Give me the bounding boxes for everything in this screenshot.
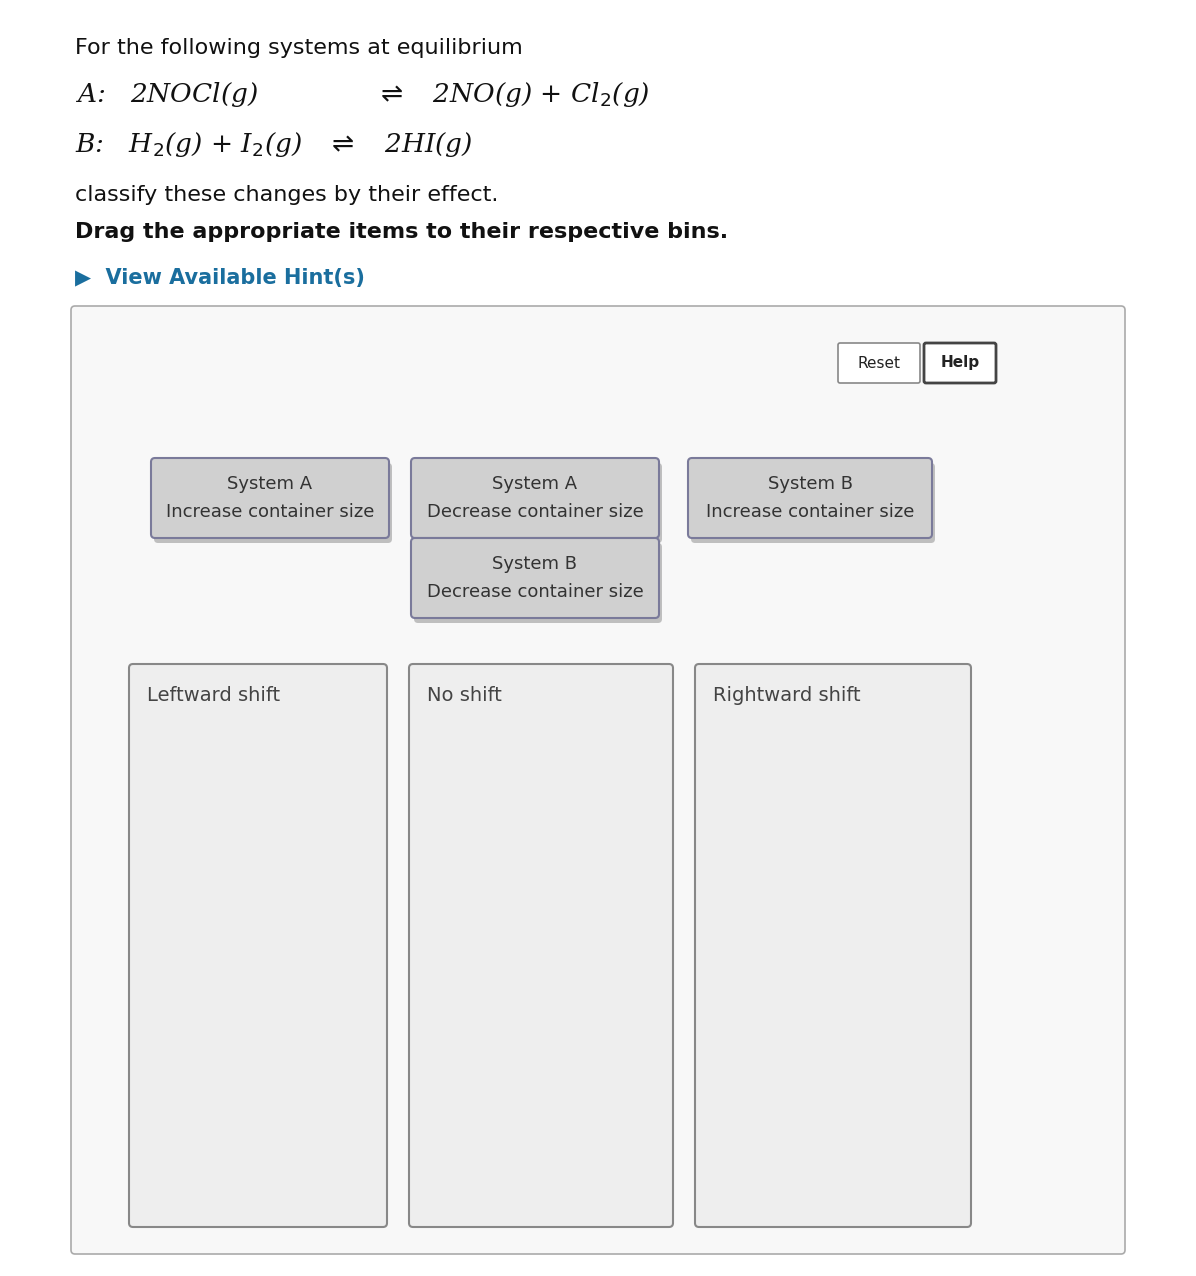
- Text: System A: System A: [493, 475, 578, 493]
- Text: Reset: Reset: [858, 356, 901, 370]
- Text: System A: System A: [227, 475, 312, 493]
- FancyBboxPatch shape: [129, 664, 388, 1228]
- FancyBboxPatch shape: [151, 458, 389, 538]
- Text: Increase container size: Increase container size: [166, 503, 374, 521]
- Text: ▶  View Available Hint(s): ▶ View Available Hint(s): [75, 268, 365, 288]
- Text: A:   2NOCl(g)              $\rightleftharpoons$   2NO(g) + Cl$_2$(g): A: 2NOCl(g) $\rightleftharpoons$ 2NO(g) …: [75, 80, 651, 108]
- Text: classify these changes by their effect.: classify these changes by their effect.: [75, 185, 499, 205]
- FancyBboxPatch shape: [691, 463, 935, 544]
- FancyBboxPatch shape: [414, 463, 663, 544]
- Text: System B: System B: [768, 475, 853, 493]
- Text: Help: Help: [940, 356, 980, 370]
- FancyBboxPatch shape: [925, 343, 996, 383]
- FancyBboxPatch shape: [71, 306, 1125, 1254]
- Text: Leftward shift: Leftward shift: [147, 686, 280, 706]
- Text: Increase container size: Increase container size: [706, 503, 914, 521]
- Text: Drag the appropriate items to their respective bins.: Drag the appropriate items to their resp…: [75, 222, 728, 242]
- FancyBboxPatch shape: [409, 664, 673, 1228]
- FancyBboxPatch shape: [411, 458, 659, 538]
- FancyBboxPatch shape: [838, 343, 920, 383]
- Text: System B: System B: [493, 555, 578, 573]
- Text: Rightward shift: Rightward shift: [713, 686, 861, 706]
- FancyBboxPatch shape: [411, 538, 659, 618]
- FancyBboxPatch shape: [414, 544, 663, 623]
- FancyBboxPatch shape: [154, 463, 392, 544]
- Text: B:   H$_2$(g) + I$_2$(g)   $\rightleftharpoons$   2HI(g): B: H$_2$(g) + I$_2$(g) $\rightleftharpoo…: [75, 130, 472, 160]
- Text: Decrease container size: Decrease container size: [427, 503, 643, 521]
- Text: No shift: No shift: [427, 686, 502, 706]
- Text: Decrease container size: Decrease container size: [427, 583, 643, 601]
- FancyBboxPatch shape: [688, 458, 932, 538]
- Text: For the following systems at equilibrium: For the following systems at equilibrium: [75, 38, 523, 57]
- FancyBboxPatch shape: [695, 664, 971, 1228]
